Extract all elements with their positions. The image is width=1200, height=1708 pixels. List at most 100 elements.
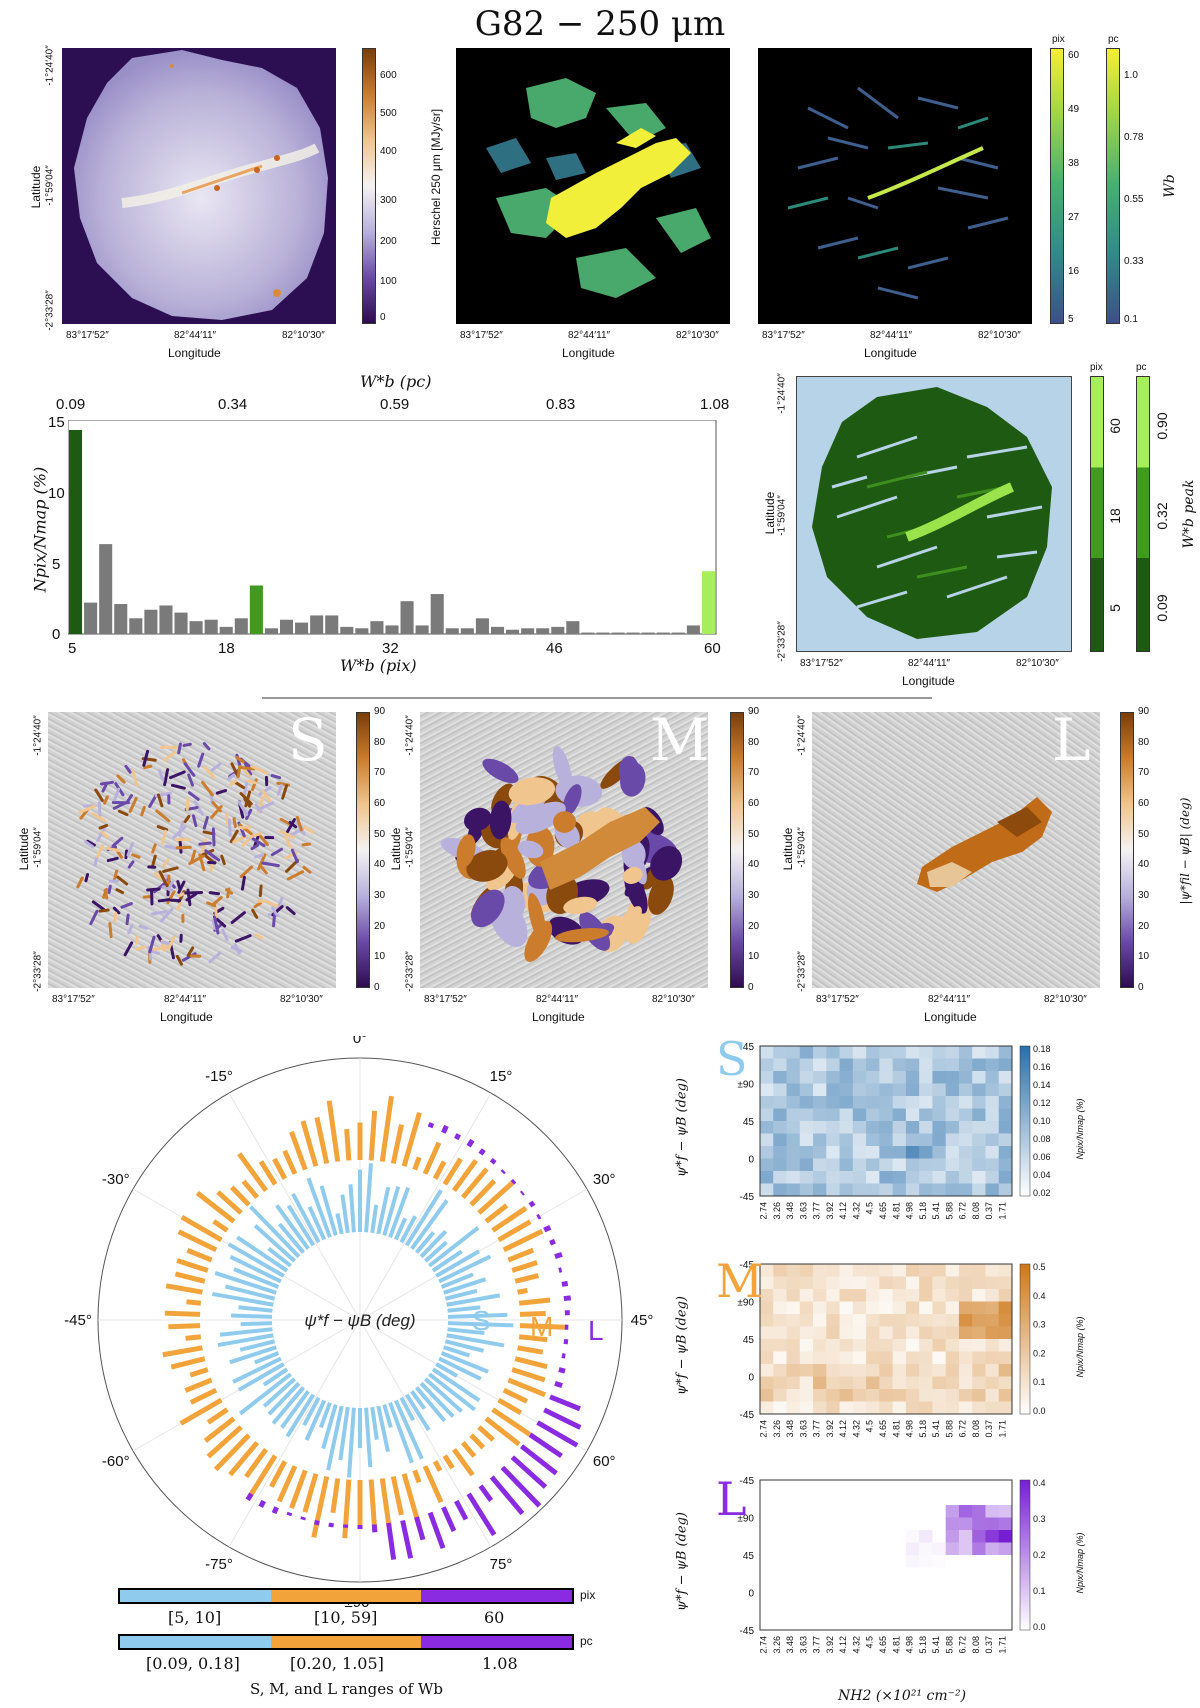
heatmap-cell [799,1133,814,1147]
polar-bar-l [528,1432,563,1458]
heatmap-cell [760,1567,774,1581]
heatmap-cell [760,1108,774,1122]
heatmap-l-cbar-label: Npix/Nmap (%) [1075,1532,1085,1594]
lic-s-segment [211,827,216,847]
heatmap-cell [879,1121,894,1134]
lic-s-segment [156,825,169,832]
heatmap-cell [892,1071,907,1084]
polar-bar-m [511,1260,538,1273]
lic-s-segment [258,864,268,875]
heatmap-cell [866,1314,880,1327]
lic-s-segment [117,809,129,817]
polar-bar-l [271,1506,279,1515]
heatmap-cell [905,1351,920,1365]
heatmap-cell [985,1314,1000,1327]
polar-center-label: ψ*f − ψB (deg) [304,1311,415,1330]
heatmap-cell [932,1096,947,1109]
polar-bar-s [232,1356,282,1384]
heatmap-cell [919,1083,933,1097]
heatmap-cell [998,1592,1013,1606]
polar-bar-m [497,1397,523,1416]
lic-s-segment [279,817,291,826]
heatmap-cbar-tick: 0.5 [1033,1262,1046,1272]
wb-pix-tick-5: 5 [1068,314,1074,325]
heatmap-cbar-tick: 0.06 [1033,1152,1051,1162]
longitude-label-lic-s: Longitude [160,1010,213,1024]
heatmap-cell [985,1542,1000,1556]
hist-bar [701,571,715,634]
heatmap-cell [839,1351,854,1365]
pix-range-m: [10, 59] [314,1608,378,1627]
lic-s-segment [221,928,229,942]
heatmap-cell [866,1339,880,1352]
heatmap-cell [985,1480,1000,1493]
polar-bar-m [514,1273,539,1284]
polar-bar-s [318,1402,332,1429]
heatmap-cell [905,1505,920,1518]
heatmap-cell [879,1605,894,1618]
lon-tick-b1-3: 82°10′30″ [676,330,719,341]
heatmap-cell [905,1146,920,1159]
wb-pix-tick-16: 16 [1068,266,1080,277]
heatmap-cell [813,1592,827,1606]
polar-bar-s [410,1199,449,1250]
heatmap-cell [760,1158,774,1172]
heatmap-cbar-tick: 0.0 [1033,1406,1046,1416]
heatmap-cell [958,1605,973,1618]
heatmap-cell [998,1339,1013,1352]
polar-bar-m [344,1128,352,1161]
heatmap-cell [813,1158,827,1172]
heatmap-cell [799,1301,814,1315]
hist-bar [249,585,263,634]
heatmap-cell [919,1096,933,1109]
polar-angle-label: 15° [490,1068,513,1085]
lic-s-segment [112,869,119,881]
heatmap-x-tick: 3.92 [825,1420,835,1438]
heatmap-x-tick: 3.26 [772,1202,782,1220]
herschel-cbar-tick-100: 100 [380,276,397,287]
heatmap-cell [985,1183,1000,1197]
lic-m-colorbar [730,712,744,988]
heatmap-cell [852,1605,867,1618]
heatmap-cell [773,1326,788,1340]
heatmap-cell [972,1605,986,1618]
heatmap-cell [826,1096,841,1109]
lic-s-segment [84,873,90,883]
lic-m-lon-1: 83°17′52″ [424,994,467,1005]
polar-bar-m [179,1397,223,1426]
heatmap-cell [972,1376,986,1390]
heatmap-cell [958,1592,973,1606]
heatmap-cell [760,1058,774,1072]
lic-l-lat-top: -1°24′40″ [796,715,808,756]
peak-unit-pix: pix [1090,362,1103,373]
lic-s-segment [175,954,183,966]
heatmap-cell [786,1183,801,1197]
heatmap-cell [813,1183,827,1197]
lic-s-segment [301,842,312,847]
heatmap-cell [813,1108,827,1122]
heatmap-cell [786,1580,801,1593]
lic-s-segment [230,762,240,778]
polar-bar-s [249,1205,301,1259]
heatmap-cell [799,1530,814,1543]
heatmap-y-tick: -45 [740,1192,755,1203]
lic-colorbar-label: |ψ*fil − ψB| (deg) [1178,797,1192,905]
polar-bar-s [306,1177,332,1238]
heatmap-cell [760,1264,774,1277]
heatmap-cell [826,1083,841,1097]
lic-s-segment [155,809,171,823]
peak-colorbar-label: W*b peak [1181,479,1197,549]
heatmap-cell [905,1542,920,1556]
heatmap-cell [799,1326,814,1340]
heatmap-cell [932,1289,947,1302]
heatmap-cell [826,1264,841,1277]
heatmap-cell [760,1046,774,1059]
heatmap-cell [813,1505,827,1518]
lic-s-segment [227,773,236,781]
hist-bar [475,618,489,634]
lic-cbar-tick: 20 [1138,920,1150,932]
heatmap-cell [826,1146,841,1159]
polar-bar-l [510,1178,517,1185]
heatmap-cell [919,1158,933,1172]
lic-cbar-tick: 10 [748,951,760,963]
